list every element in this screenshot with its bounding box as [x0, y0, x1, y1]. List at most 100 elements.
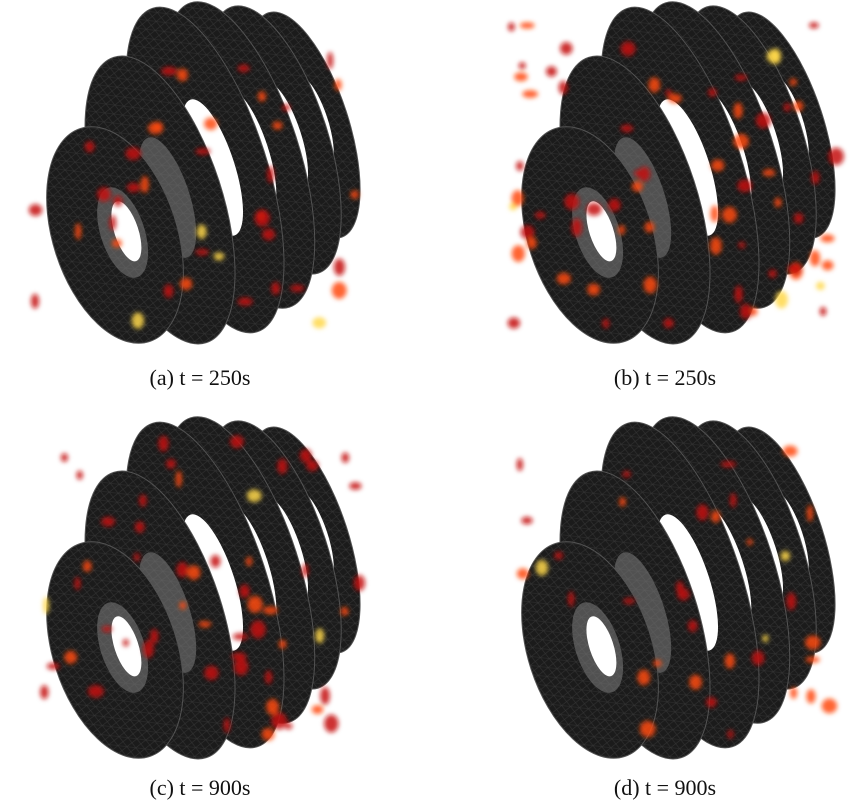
hot-spot: [265, 671, 272, 684]
hot-spot: [816, 282, 825, 290]
hot-spot: [290, 285, 304, 292]
hot-spot: [752, 651, 764, 665]
hot-spot: [197, 224, 207, 238]
hot-spot: [161, 67, 177, 76]
hot-spot: [349, 482, 361, 490]
hot-spot: [514, 72, 528, 81]
hot-spot: [688, 620, 698, 632]
hot-spot: [262, 728, 275, 741]
hot-spot: [512, 190, 524, 206]
hot-spot: [653, 660, 662, 667]
hot-spot: [101, 517, 115, 527]
hot-spot: [774, 197, 781, 207]
hot-spot: [768, 269, 776, 277]
hot-spot: [40, 685, 48, 699]
hot-spot: [109, 215, 116, 230]
hot-spot: [618, 225, 625, 235]
hot-spot: [64, 651, 77, 664]
hot-spot: [805, 656, 819, 663]
hot-spot: [233, 633, 248, 640]
hot-spot: [134, 553, 140, 562]
hot-spot: [568, 591, 574, 606]
hot-spot: [164, 284, 174, 297]
hot-spot: [519, 62, 526, 69]
hot-spot: [214, 252, 225, 260]
hot-spot: [763, 169, 776, 176]
hot-spot: [790, 263, 802, 275]
hot-spot: [602, 319, 609, 329]
hot-spot: [334, 79, 341, 91]
hot-spot: [793, 101, 803, 112]
hot-spot: [608, 199, 620, 212]
hot-spot: [811, 171, 819, 184]
hot-spot: [341, 453, 349, 463]
caption: (d) t = 900s: [515, 775, 815, 801]
hot-spot: [74, 577, 80, 590]
hot-spot: [195, 148, 210, 155]
hot-spot: [787, 593, 796, 611]
hot-spot: [784, 103, 791, 111]
hot-spot: [177, 68, 188, 81]
hot-spot: [177, 562, 189, 577]
hot-spot: [262, 229, 275, 241]
hot-spot: [820, 307, 827, 316]
hot-spot: [730, 493, 736, 507]
hot-spot: [238, 298, 253, 306]
hot-spot: [179, 601, 186, 609]
hot-spot: [706, 697, 717, 707]
hot-spot: [512, 245, 525, 262]
hot-spot: [300, 449, 312, 463]
hot-spot: [637, 670, 650, 686]
hot-spot: [790, 687, 797, 699]
hot-spot: [127, 183, 140, 192]
hot-spot: [644, 222, 654, 233]
hot-spot: [31, 294, 39, 309]
hot-spot: [805, 635, 820, 649]
hot-spot: [83, 561, 92, 572]
hot-spot: [258, 91, 266, 101]
caption: (b) t = 250s: [515, 365, 815, 391]
hot-spot: [224, 718, 230, 733]
hot-spot: [47, 663, 60, 670]
hot-spot: [517, 458, 523, 471]
hot-spot: [762, 635, 768, 643]
hot-spot: [88, 685, 104, 697]
hot-spot: [320, 687, 330, 705]
hot-spot: [143, 640, 154, 658]
hot-spot: [204, 666, 218, 680]
hot-spot: [198, 621, 211, 628]
hot-spot: [809, 22, 819, 28]
hot-spot: [708, 88, 717, 97]
hot-spot: [187, 565, 200, 579]
hot-spot: [735, 286, 743, 303]
hot-spot: [315, 628, 324, 643]
render: [496, 400, 851, 777]
caption: (a) t = 250s: [50, 365, 350, 391]
hot-spot: [822, 699, 837, 714]
hot-spot: [586, 203, 601, 216]
hot-spot: [522, 90, 538, 98]
render: [21, 400, 382, 777]
hot-spot: [102, 626, 112, 632]
hot-spot: [722, 207, 737, 223]
hot-spot: [230, 435, 244, 448]
hot-spot: [332, 282, 347, 299]
hot-spot: [324, 715, 338, 733]
hot-spot: [747, 539, 753, 545]
hot-spot: [521, 517, 532, 525]
hot-spot: [210, 555, 220, 568]
hot-spot: [150, 629, 158, 644]
hot-spot: [677, 588, 689, 600]
hot-spot: [112, 239, 122, 248]
hot-spot: [508, 22, 515, 31]
hot-spot: [248, 596, 263, 613]
hot-spot: [696, 504, 708, 520]
hot-spot: [560, 42, 572, 55]
hot-spot: [267, 166, 274, 183]
hot-spot: [822, 260, 834, 270]
hot-spot: [623, 598, 635, 604]
hot-spot: [271, 282, 280, 295]
hot-spot: [75, 223, 81, 240]
hot-spot: [282, 104, 290, 111]
hot-spot: [664, 318, 674, 328]
